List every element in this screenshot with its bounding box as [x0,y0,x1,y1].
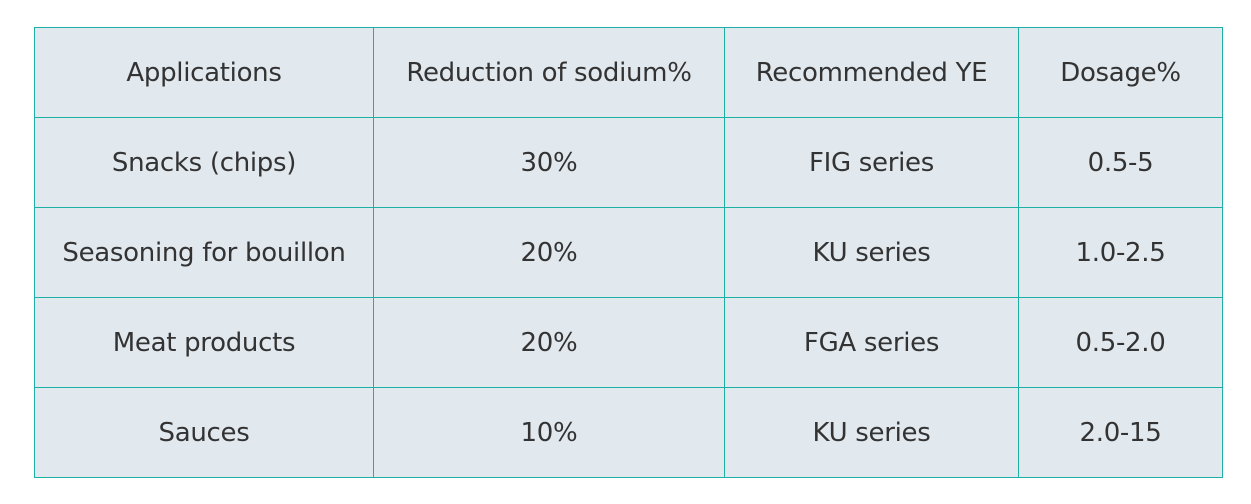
cell-dosage: 1.0-2.5 [1018,207,1223,298]
cell-recommended-ye: FGA series [724,297,1019,388]
cell-application: Seasoning for bouillon [34,207,374,298]
header-sodium-reduction: Reduction of sodium% [373,27,725,118]
header-applications: Applications [34,27,374,118]
cell-application: Sauces [34,387,374,478]
cell-dosage: 0.5-2.0 [1018,297,1223,388]
yeast-extract-table: Applications Reduction of sodium% Recomm… [34,27,1223,478]
cell-application: Meat products [34,297,374,388]
header-row: Applications Reduction of sodium% Recomm… [34,27,1223,118]
cell-application: Snacks (chips) [34,117,374,208]
cell-sodium-reduction: 10% [373,387,725,478]
table-row: Seasoning for bouillon 20% KU series 1.0-2.… [34,207,1223,298]
cell-dosage: 2.0-15 [1018,387,1223,478]
table-row: Snacks (chips) 30% FIG series 0.5-5 [34,117,1223,208]
cell-recommended-ye: KU series [724,387,1019,478]
cell-sodium-reduction: 30% [373,117,725,208]
cell-sodium-reduction: 20% [373,207,725,298]
header-dosage: Dosage% [1018,27,1223,118]
cell-recommended-ye: KU series [724,207,1019,298]
table-row: Meat products 20% FGA series 0.5-2.0 [34,297,1223,388]
cell-sodium-reduction: 20% [373,297,725,388]
header-recommended-ye: Recommended YE [724,27,1019,118]
table-row: Sauces 10% KU series 2.0-15 [34,387,1223,478]
cell-dosage: 0.5-5 [1018,117,1223,208]
cell-recommended-ye: FIG series [724,117,1019,208]
